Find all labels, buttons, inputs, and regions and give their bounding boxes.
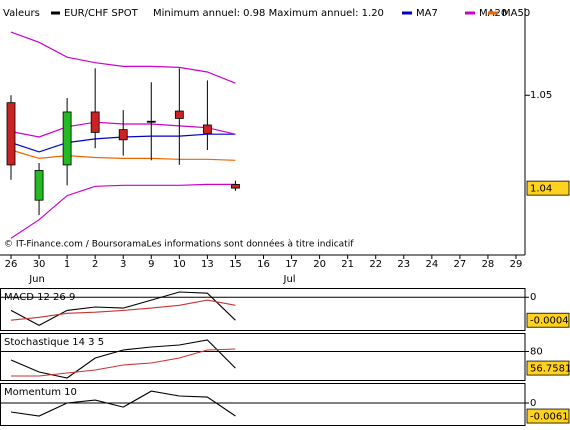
panel-frame xyxy=(0,383,526,426)
panel-frame xyxy=(0,288,526,331)
ma-line xyxy=(10,183,236,239)
x-tick-label: 9 xyxy=(148,259,154,270)
panel-frame xyxy=(0,333,526,381)
indicator-line xyxy=(11,348,236,377)
x-tick-label: 23 xyxy=(397,259,410,270)
x-tick-label: 16 xyxy=(257,259,270,270)
y-tick-label: 1.05 xyxy=(530,90,552,101)
x-tick-label: 2 xyxy=(92,259,98,270)
x-tick-label: 26 xyxy=(5,259,18,270)
candle-body xyxy=(202,124,212,134)
x-tick-label: 29 xyxy=(510,259,523,270)
candle-body xyxy=(90,111,100,133)
last-value-label: -0.0061 xyxy=(530,412,569,423)
legend-label: EUR/CHF SPOT xyxy=(64,8,139,19)
indicator-line xyxy=(10,291,236,327)
indicator-line xyxy=(10,390,236,417)
candle-body xyxy=(34,170,44,201)
legend-label: MA7 xyxy=(416,8,438,19)
x-tick-label: 15 xyxy=(229,259,242,270)
month-label: Jun xyxy=(28,274,45,285)
indicator-line xyxy=(10,299,236,321)
candle-body xyxy=(146,120,156,123)
last-value-box xyxy=(526,408,570,424)
y-tick-label: 0 xyxy=(530,398,536,409)
panel-title: MACD 12 26 9 xyxy=(4,292,75,303)
candle-body xyxy=(6,102,16,166)
chart-note: © IT-Finance.com / BoursoramaLes informa… xyxy=(4,239,354,250)
last-value-box xyxy=(526,360,570,376)
last-value-box xyxy=(526,312,570,328)
y-tick-label: 0 xyxy=(530,292,536,303)
x-tick-label: 21 xyxy=(341,259,354,270)
x-tick-label: 20 xyxy=(313,259,326,270)
panel-title: Stochastique 14 3 5 xyxy=(4,337,104,348)
x-tick-label: 30 xyxy=(33,259,46,270)
candle-body xyxy=(231,184,240,189)
x-tick-label: 3 xyxy=(120,259,126,270)
x-tick-label: 10 xyxy=(173,259,186,270)
y-tick-label: 80 xyxy=(530,347,543,358)
legend-label: MA50 xyxy=(502,8,530,19)
x-tick-label: 17 xyxy=(285,259,298,270)
legend: EUR/CHF SPOTMA7MA20MA50 xyxy=(51,8,530,19)
x-tick-label: 27 xyxy=(454,259,467,270)
last-value-label: 56.7581 xyxy=(530,364,570,375)
chart-subtitle: Minimum annuel: 0.98 Maximum annuel: 1.2… xyxy=(153,8,384,19)
last-value-label: 1.04 xyxy=(530,184,552,195)
month-label: Jul xyxy=(283,274,296,285)
candle-body xyxy=(62,111,72,166)
candle-body xyxy=(174,110,184,119)
x-tick-label: 24 xyxy=(425,259,438,270)
panel-title: Momentum 10 xyxy=(4,387,77,398)
indicator-line xyxy=(10,339,236,379)
ma-line xyxy=(10,149,236,161)
x-tick-label: 13 xyxy=(201,259,214,270)
x-tick-label: 22 xyxy=(369,259,382,270)
ma-line xyxy=(10,31,236,84)
last-value-label: -0.0004 xyxy=(530,316,569,327)
x-tick-label: 28 xyxy=(482,259,495,270)
last-value-box xyxy=(526,180,570,196)
chart-title: Valeurs xyxy=(3,8,40,19)
candle-body xyxy=(118,129,128,141)
x-tick-label: 1 xyxy=(64,259,70,270)
